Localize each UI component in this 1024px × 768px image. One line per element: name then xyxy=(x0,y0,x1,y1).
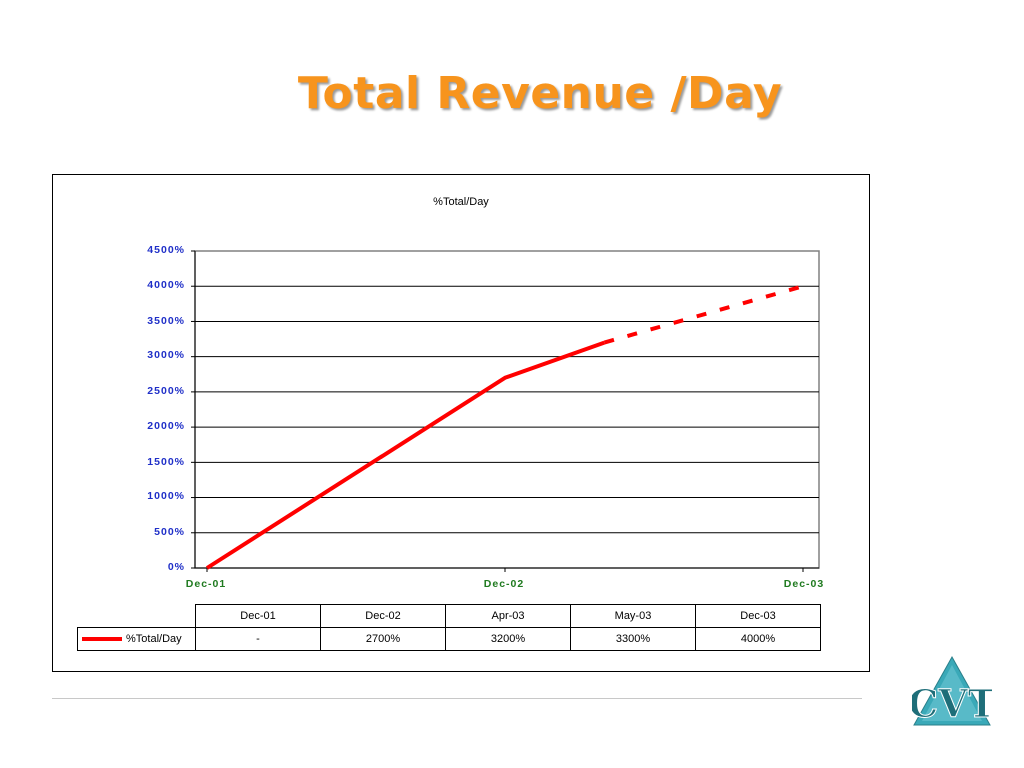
y-tick-label: 1000% xyxy=(147,490,185,502)
table-header-cell: May-03 xyxy=(570,604,696,628)
table-header-cell: Dec-01 xyxy=(195,604,321,628)
table-cell: - xyxy=(195,627,321,651)
plot-area xyxy=(194,250,820,569)
table-cell: 4000% xyxy=(695,627,821,651)
table-cell: 3300% xyxy=(570,627,696,651)
x-tick-label: Dec-02 xyxy=(483,578,525,590)
y-tick-label: 3000% xyxy=(147,349,185,361)
line-chart xyxy=(191,250,820,572)
cvt-logo: CVT xyxy=(912,655,992,727)
table-header-row: Dec-01 Dec-02 Apr-03 May-03 Dec-03 xyxy=(78,604,821,628)
table-header-cell: Apr-03 xyxy=(445,604,571,628)
y-tick-label: 4000% xyxy=(147,279,185,291)
y-tick-label: 4500% xyxy=(147,244,185,256)
legend-swatch xyxy=(82,637,122,642)
footer-divider xyxy=(52,698,862,699)
y-tick-label: 2000% xyxy=(147,420,185,432)
y-tick-label: 1500% xyxy=(147,456,185,468)
table-header-cell: Dec-02 xyxy=(320,604,446,628)
legend-cell: %Total/Day xyxy=(77,627,196,651)
series-line-dashed xyxy=(603,284,804,345)
table-header-cell: Dec-03 xyxy=(695,604,821,628)
x-tick-label: Dec-01 xyxy=(185,578,227,590)
table-cell: 2700% xyxy=(320,627,446,651)
x-tick-label: Dec-03 xyxy=(783,578,825,590)
series-line-solid xyxy=(205,340,606,570)
y-tick-label: 500% xyxy=(154,526,185,538)
chart-title: %Total/Day xyxy=(433,196,489,208)
slide-title: Total Revenue /Day xyxy=(297,68,783,119)
chart-frame: %Total/Day 4500% 4000% 3500% 3000% 2500%… xyxy=(52,174,870,672)
y-tick-label: 0% xyxy=(167,561,185,573)
y-tick-label: 2500% xyxy=(147,385,185,397)
data-table: Dec-01 Dec-02 Apr-03 May-03 Dec-03 %Tota… xyxy=(77,604,821,651)
table-row: %Total/Day - 2700% 3200% 3300% 4000% xyxy=(77,627,821,651)
y-tick-label: 3500% xyxy=(147,315,185,327)
table-corner xyxy=(78,605,196,628)
legend-label: %Total/Day xyxy=(126,633,182,645)
table-cell: 3200% xyxy=(445,627,571,651)
svg-text:CVT: CVT xyxy=(912,681,992,726)
